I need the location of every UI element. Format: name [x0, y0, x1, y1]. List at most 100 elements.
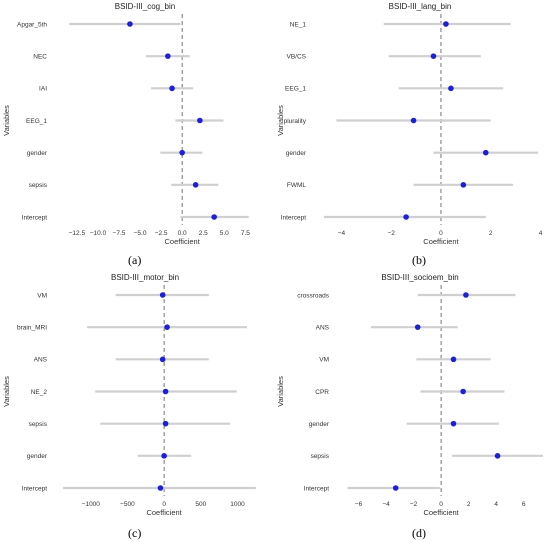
- y-tick-label: gender: [27, 453, 48, 460]
- coefficient-point-ANS: [159, 356, 166, 363]
- coefficient-point-Intercept: [403, 214, 409, 220]
- y-tick-label: sepsis: [311, 453, 330, 460]
- x-tick-label: −2: [410, 501, 418, 508]
- x-tick-label: −12.5: [69, 230, 86, 237]
- y-tick-label: crossroads: [297, 292, 330, 299]
- panel-letter-c: (c): [128, 526, 142, 540]
- chart-svg: BSID-III_motor_bin Variables VM brain_MRI AN…: [2, 273, 256, 517]
- x-tick-label: −4: [338, 230, 346, 237]
- x-tick-label: −2.5: [155, 230, 168, 237]
- x-tick-label: 4: [494, 501, 498, 508]
- x-tick-label: 4: [539, 230, 543, 237]
- y-tick-label: EEG_1: [285, 86, 306, 93]
- coefficient-point-plurality: [410, 117, 417, 124]
- x-tick-label: 0.0: [178, 230, 187, 237]
- chart-svg: BSID-III_cog_bin Variables Apgar_5th NEC IAI…: [2, 2, 250, 246]
- x-tick-label: −10.0: [90, 230, 107, 237]
- y-tick-label: plurality: [284, 118, 307, 125]
- y-tick-label: NE_1: [290, 21, 307, 28]
- coefficient-point-brain_MRI: [164, 324, 170, 330]
- panel-a: BSID-III_cog_bin Variables Apgar_5th NEC IAI…: [0, 0, 275, 271]
- coefficient-point-Intercept: [211, 214, 217, 220]
- panel-letter-d: (d): [412, 526, 426, 540]
- x-tick-label: 5.0: [220, 230, 229, 237]
- coefficient-point-NE_2: [162, 388, 169, 395]
- x-tick-label: 2: [489, 230, 493, 237]
- coefficient-point-IAI: [169, 85, 175, 92]
- y-axis-title: Variables: [2, 105, 11, 136]
- coefficient-point-gender: [482, 149, 489, 156]
- y-tick-label: VB/CS: [286, 53, 306, 60]
- y-tick-label: gender: [286, 150, 307, 157]
- y-tick-label: IAI: [39, 86, 47, 93]
- y-tick-label: brain_MRI: [17, 324, 47, 331]
- coefficient-point-Intercept: [392, 485, 399, 491]
- chart-svg: BSID-III_socioem_bin Variables crossroads A…: [276, 273, 543, 517]
- coefficient-point-FWML: [460, 182, 467, 188]
- x-tick-label: 6: [522, 501, 526, 508]
- x-tick-label: 2.5: [199, 230, 208, 237]
- panel-c: BSID-III_motor_bin Variables VM brain_MRI AN…: [0, 271, 275, 542]
- x-tick-label: 2: [467, 501, 471, 508]
- x-tick-label: −6: [355, 501, 363, 508]
- x-tick-label: 0: [439, 230, 443, 237]
- chart-title: BSID-III_lang_bin: [389, 2, 452, 11]
- y-axis-title: Variables: [2, 376, 11, 407]
- panel-letter-a: (a): [128, 253, 142, 267]
- x-tick-label: −1000: [82, 501, 101, 508]
- coefficient-point-sepsis: [162, 420, 169, 427]
- x-tick-label: 500: [195, 501, 206, 508]
- x-tick-label: 0: [162, 501, 166, 508]
- x-axis-title: Coefficient: [165, 237, 201, 246]
- y-tick-label: VM: [37, 292, 47, 299]
- coefficient-point-EEG_1: [197, 117, 203, 124]
- y-tick-label: Intercept: [22, 485, 47, 492]
- x-tick-label: −500: [120, 501, 135, 508]
- x-axis-title: Coefficient: [423, 508, 459, 517]
- coefficient-point-VM: [159, 292, 166, 298]
- y-tick-label: NEC: [33, 53, 47, 60]
- coefficient-point-ANS: [414, 324, 421, 330]
- coefficient-point-gender: [450, 420, 457, 427]
- x-tick-label: 0: [439, 501, 443, 508]
- chart-title: BSID-III_motor_bin: [111, 273, 179, 282]
- x-axis-title: Coefficient: [146, 508, 182, 517]
- panel-d: BSID-III_socioem_bin Variables crossroads A…: [275, 271, 550, 542]
- y-axis-title: Variables: [276, 376, 285, 407]
- x-tick-label: 1000: [230, 501, 245, 508]
- y-tick-label: EEG_1: [26, 118, 47, 125]
- x-tick-label: 7.5: [241, 230, 250, 237]
- x-tick-label: −7.5: [113, 230, 126, 237]
- x-tick-label: −5.0: [134, 230, 147, 237]
- coefficient-point-NEC: [165, 53, 171, 59]
- coefficient-point-VB/CS: [430, 53, 437, 59]
- x-axis-title: Coefficient: [423, 237, 459, 246]
- x-tick-label: −2: [387, 230, 395, 237]
- coefficient-point-Intercept: [157, 485, 164, 491]
- coefficient-point-EEG_1: [448, 85, 454, 92]
- y-tick-label: gender: [27, 150, 48, 157]
- chart-svg: BSID-III_lang_bin Variables NE_1 VB/CS EEG_1…: [276, 2, 543, 246]
- panel-letter-b: (b): [412, 253, 426, 267]
- y-tick-label: FWML: [287, 182, 307, 189]
- coefficient-point-sepsis: [494, 453, 501, 459]
- coefficient-point-sepsis: [192, 182, 199, 188]
- coefficient-point-Apgar_5th: [127, 21, 133, 27]
- y-tick-label: Intercept: [281, 214, 306, 221]
- chart-title: BSID-III_socioem_bin: [381, 273, 458, 282]
- y-tick-label: Apgar_5th: [17, 21, 47, 28]
- coefficient-point-gender: [161, 453, 167, 459]
- x-tick-label: −4: [382, 501, 390, 508]
- y-tick-label: VM: [319, 357, 329, 364]
- coefficient-point-crossroads: [463, 292, 469, 298]
- y-axis-title: Variables: [276, 105, 285, 136]
- y-tick-label: gender: [309, 421, 330, 428]
- y-tick-label: sepsis: [29, 182, 48, 189]
- y-tick-label: ANS: [316, 324, 330, 331]
- coefficient-point-NE_1: [443, 21, 449, 27]
- panel-b: BSID-III_lang_bin Variables NE_1 VB/CS EEG_1…: [275, 0, 550, 271]
- coefficient-point-VM: [450, 356, 457, 363]
- y-tick-label: Intercept: [304, 485, 329, 492]
- y-tick-label: ANS: [34, 357, 48, 364]
